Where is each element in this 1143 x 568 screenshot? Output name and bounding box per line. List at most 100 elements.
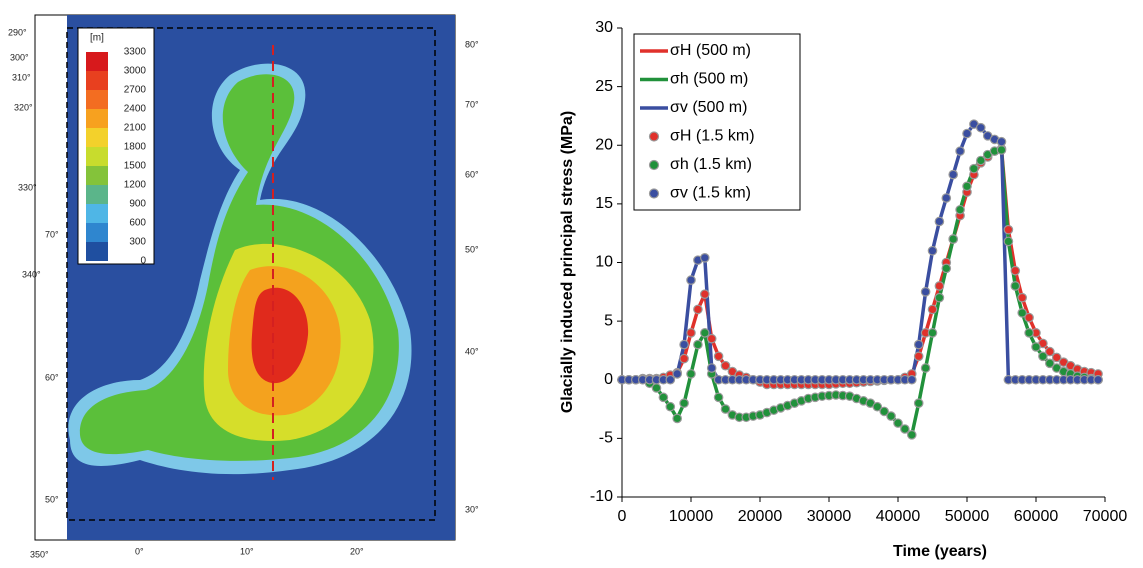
series-point [948, 169, 958, 180]
map: 50° 60° 70° 290° 300° 310° 320° 330° 340… [8, 14, 479, 559]
legend-swatch [648, 159, 660, 171]
series-point [651, 383, 662, 393]
x-tick-label: 60000 [1014, 508, 1059, 525]
series-point [665, 374, 676, 385]
legend-label: σh (1.5 km) [670, 156, 752, 173]
lat-label: 50° [45, 494, 59, 504]
series-point [927, 304, 938, 315]
lon-label: 300° [10, 52, 29, 62]
x-tick-label: 20000 [738, 508, 783, 525]
map-legend-label: 1200 [124, 180, 147, 191]
series-point [920, 287, 931, 297]
series-point [927, 328, 938, 338]
y-tick-label: 25 [595, 78, 613, 95]
series-point [693, 304, 703, 315]
lon-label: 30° [465, 504, 479, 514]
series-point [975, 122, 986, 133]
series-point [1010, 265, 1021, 276]
series-point [713, 351, 724, 362]
x-tick-label: 50000 [945, 508, 990, 525]
series-point [720, 360, 731, 371]
series-point [665, 401, 676, 412]
series-point [679, 339, 689, 350]
series-point [1031, 342, 1041, 352]
series-point [955, 204, 965, 215]
series-point [879, 406, 889, 417]
color-swatch [86, 147, 108, 166]
series-point [1003, 236, 1014, 247]
series-point [872, 401, 883, 412]
x-tick-label: 40000 [876, 508, 921, 525]
series-point [941, 263, 952, 274]
series-point [1017, 292, 1027, 303]
series-point [686, 328, 696, 338]
series-point [706, 333, 717, 344]
legend-label: σH (500 m) [670, 42, 751, 59]
series-point [1045, 358, 1055, 369]
lon-label: 290° [8, 27, 27, 37]
legend-label: σv (500 m) [670, 99, 747, 116]
lon-label: 0° [135, 546, 144, 556]
color-swatch [86, 52, 108, 71]
series-point [713, 392, 724, 403]
lon-label: 40° [465, 346, 479, 356]
map-legend-label: 2400 [124, 104, 147, 115]
map-legend-label: 3300 [124, 47, 147, 58]
series-point [955, 146, 965, 156]
map-legend-label: 1800 [124, 142, 147, 153]
series-point [672, 413, 682, 424]
lon-label: 320° [14, 102, 33, 112]
y-tick-label: 15 [595, 195, 613, 212]
series-point [686, 369, 696, 379]
series-point [913, 339, 924, 350]
series-point [699, 289, 710, 299]
series-point [934, 216, 945, 227]
series-point [900, 424, 910, 434]
lon-label: 20° [350, 546, 364, 556]
y-tick-label: 20 [595, 136, 613, 153]
x-tick-label: 10000 [669, 508, 714, 525]
lon-label: 340° [22, 269, 41, 279]
series-point [693, 339, 703, 350]
map-legend-unit: [m] [90, 33, 104, 44]
series-point [913, 351, 924, 362]
series-point [1024, 312, 1034, 323]
color-swatch [86, 166, 108, 185]
series-point [906, 430, 917, 440]
ice-3300 [251, 287, 309, 384]
lon-label: 50° [465, 244, 479, 254]
series-point [1093, 374, 1103, 385]
legend-label: σH (1.5 km) [670, 128, 755, 145]
series-point [975, 155, 986, 166]
series-point [934, 292, 945, 303]
lat-label: 60° [45, 372, 59, 382]
lon-label: 310° [12, 72, 31, 82]
lon-label: 10° [240, 546, 254, 556]
legend-swatch [648, 131, 660, 142]
lon-label: 330° [18, 182, 37, 192]
series-point [679, 398, 689, 408]
map-legend-label: 2100 [124, 123, 147, 134]
series-point [996, 136, 1007, 147]
y-tick-label: 0 [604, 371, 613, 388]
color-swatch [86, 242, 108, 261]
x-axis-label: Time (years) [893, 543, 987, 560]
color-swatch [86, 128, 108, 147]
series-point [906, 374, 917, 385]
x-tick-label: 70000 [1083, 508, 1128, 525]
color-swatch [86, 71, 108, 90]
series-point [913, 398, 924, 408]
y-tick-label: -10 [590, 488, 613, 505]
series-point [699, 328, 710, 338]
y-tick-label: -5 [599, 430, 613, 447]
series-point [1024, 328, 1034, 338]
series-point [996, 145, 1007, 155]
chart: Time (years) Glacially induced principal… [559, 19, 1127, 560]
map-legend-label: 300 [129, 237, 146, 248]
series-point [706, 363, 717, 373]
series-point [672, 369, 682, 379]
lon-label: 350° [30, 549, 49, 559]
series-point [886, 411, 896, 421]
series-point [720, 404, 731, 414]
